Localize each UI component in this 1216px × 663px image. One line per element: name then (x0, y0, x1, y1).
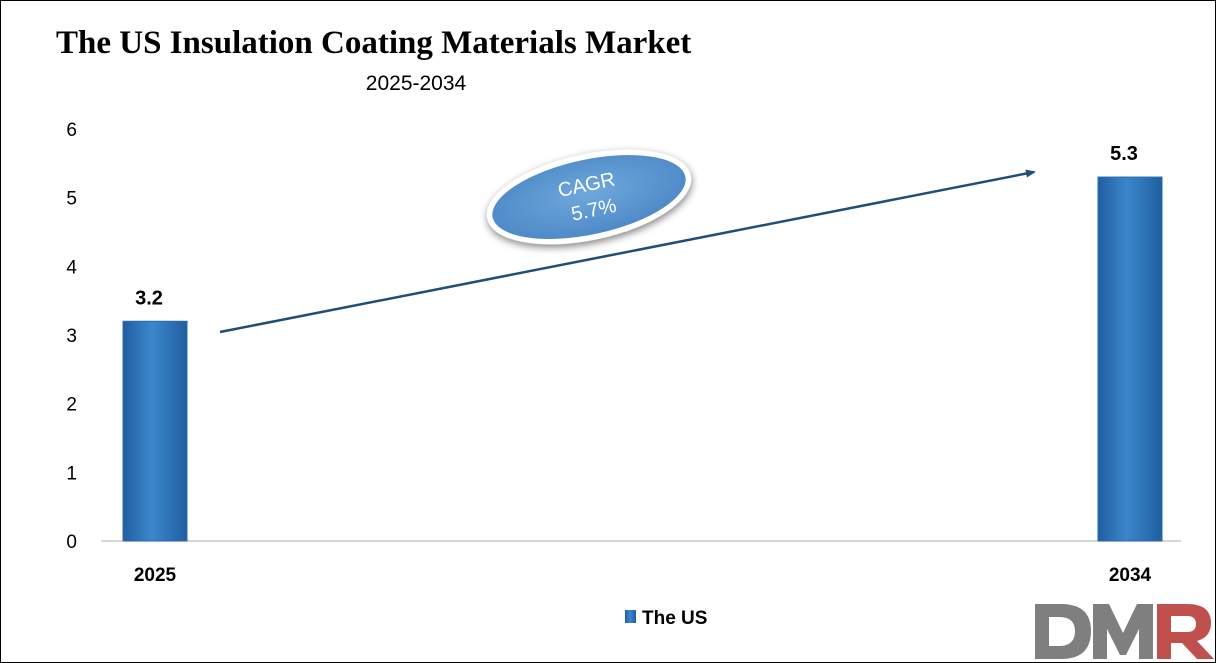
y-tick-label: 6 (66, 120, 77, 141)
bar-series (122, 176, 1163, 542)
legend: The US (625, 608, 707, 629)
legend-label: The US (642, 608, 707, 629)
data-labels: 3.2 5.3 (135, 143, 1138, 309)
y-tick-label: 3 (66, 326, 77, 347)
bar-2025 (122, 320, 188, 542)
y-axis-ticks: 0 1 2 3 4 5 6 (66, 120, 77, 553)
legend-swatch (625, 610, 636, 623)
y-tick-label: 0 (66, 532, 77, 553)
bar-2034 (1097, 176, 1163, 542)
y-tick-label: 4 (66, 257, 77, 278)
x-axis-labels: 2025 2034 (134, 565, 1152, 586)
y-tick-label: 1 (66, 463, 77, 484)
x-tick-label: 2034 (1109, 565, 1152, 586)
cagr-arrow (219, 169, 1036, 334)
cagr-badge: CAGR 5.7% (486, 149, 692, 245)
y-tick-label: 5 (66, 189, 77, 210)
data-label: 3.2 (135, 287, 163, 309)
data-label: 5.3 (1110, 143, 1138, 165)
chart-subtitle: 2025-2034 (366, 72, 467, 95)
dmr-logo (1035, 604, 1214, 659)
chart-title: The US Insulation Coating Materials Mark… (56, 25, 691, 61)
x-tick-label: 2025 (134, 565, 177, 586)
y-tick-label: 2 (66, 395, 77, 416)
